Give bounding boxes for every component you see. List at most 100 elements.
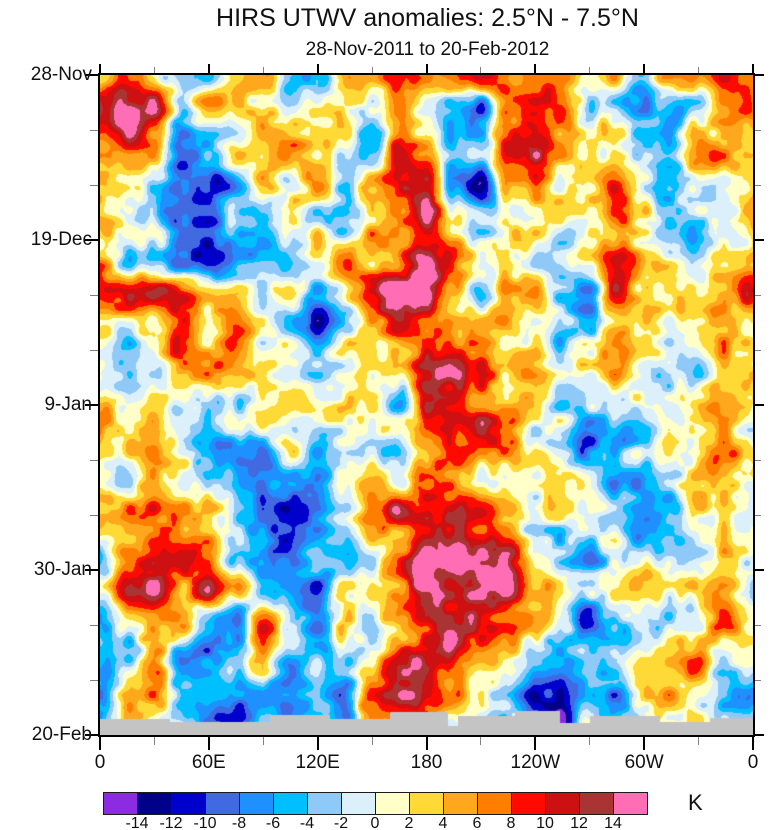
minor-tick: [90, 514, 98, 516]
colorbar: [103, 792, 648, 815]
contour-field-canvas: [100, 75, 753, 735]
x-tick-label: 60W: [624, 752, 664, 773]
x-tick-label: 60E: [191, 752, 226, 773]
colorbar-level-label: -6: [265, 815, 281, 830]
colorbar-cell: [104, 793, 138, 814]
colorbar-level-label: -4: [299, 815, 315, 830]
x-tick-label: 180: [410, 752, 443, 773]
major-tick: [207, 64, 210, 73]
minor-tick: [90, 129, 98, 131]
colorbar-cell: [478, 793, 512, 814]
chart-title: HIRS UTWV anomalies: 2.5°N - 7.5°N: [216, 4, 639, 32]
minor-tick: [90, 184, 98, 186]
minor-tick: [755, 129, 761, 131]
major-tick: [534, 64, 537, 73]
major-tick: [755, 734, 764, 736]
minor-tick: [371, 67, 373, 73]
major-tick: [425, 737, 428, 750]
major-tick: [85, 569, 98, 571]
colorbar-level-label: 2: [404, 815, 414, 830]
minor-tick: [371, 737, 373, 745]
minor-tick: [755, 459, 761, 461]
colorbar-level-label: 12: [570, 815, 588, 830]
colorbar-cell: [274, 793, 308, 814]
y-tick-label: 19-Dec: [30, 229, 92, 250]
y-tick-label: 30-Jan: [33, 559, 92, 580]
colorbar-level-label: -8: [231, 815, 247, 830]
minor-tick: [589, 67, 591, 73]
colorbar-level-label: -14: [125, 815, 149, 830]
major-tick: [99, 737, 101, 750]
colorbar-cell: [376, 793, 410, 814]
colorbar-cell: [138, 793, 172, 814]
colorbar-unit-label: K: [688, 790, 703, 815]
minor-tick: [755, 184, 761, 186]
minor-tick: [153, 737, 155, 745]
y-tick-label: 20-Feb: [31, 724, 92, 745]
major-tick: [85, 74, 98, 76]
major-tick: [316, 737, 319, 750]
minor-tick: [698, 67, 700, 73]
major-tick: [85, 239, 98, 241]
colorbar-cell: [308, 793, 342, 814]
x-tick-label: 0: [747, 752, 759, 773]
major-tick: [755, 404, 764, 406]
minor-tick: [90, 294, 98, 296]
colorbar-level-label: 6: [472, 815, 482, 830]
colorbar-cell: [342, 793, 376, 814]
colorbar-level-label: 8: [506, 815, 516, 830]
minor-tick: [755, 514, 761, 516]
colorbar-level-label: 10: [536, 815, 554, 830]
x-tick-label: 120W: [510, 752, 561, 773]
minor-tick: [755, 294, 761, 296]
colorbar-level-label: 4: [438, 815, 448, 830]
major-tick: [85, 734, 98, 736]
minor-tick: [153, 67, 155, 73]
minor-tick: [755, 349, 761, 351]
major-tick: [85, 404, 98, 406]
colorbar-cell: [410, 793, 444, 814]
x-tick-label: 120E: [295, 752, 340, 773]
minor-tick: [698, 737, 700, 745]
minor-tick: [90, 679, 98, 681]
major-tick: [99, 64, 101, 73]
major-tick: [534, 737, 537, 750]
colorbar-cell: [172, 793, 206, 814]
major-tick: [752, 737, 754, 750]
colorbar-level-label: 0: [370, 815, 380, 830]
x-tick-label: 0: [94, 752, 106, 773]
major-tick: [643, 737, 646, 750]
minor-tick: [90, 624, 98, 626]
major-tick: [755, 74, 764, 76]
minor-tick: [755, 624, 761, 626]
minor-tick: [262, 737, 264, 745]
minor-tick: [480, 737, 482, 745]
minor-tick: [480, 67, 482, 73]
major-tick: [425, 64, 428, 73]
y-tick-label: 9-Jan: [44, 394, 92, 415]
colorbar-level-label: -2: [333, 815, 349, 830]
colorbar-level-label: -10: [193, 815, 217, 830]
colorbar-cell: [546, 793, 580, 814]
minor-tick: [90, 349, 98, 351]
colorbar-level-label: 14: [604, 815, 622, 830]
major-tick: [752, 64, 754, 73]
minor-tick: [589, 737, 591, 745]
colorbar-level-label: -12: [159, 815, 183, 830]
major-tick: [207, 737, 210, 750]
plot-area: [98, 73, 755, 737]
colorbar-cell: [444, 793, 478, 814]
chart-subtitle: 28-Nov-2011 to 20-Feb-2012: [305, 39, 550, 60]
y-tick-label: 28-Nov: [30, 64, 92, 85]
minor-tick: [755, 679, 761, 681]
colorbar-cell: [580, 793, 614, 814]
colorbar-cell: [512, 793, 546, 814]
major-tick: [316, 64, 319, 73]
colorbar-cell: [614, 793, 647, 814]
colorbar-cell: [240, 793, 274, 814]
minor-tick: [90, 459, 98, 461]
minor-tick: [262, 67, 264, 73]
major-tick: [643, 64, 646, 73]
major-tick: [755, 569, 764, 571]
